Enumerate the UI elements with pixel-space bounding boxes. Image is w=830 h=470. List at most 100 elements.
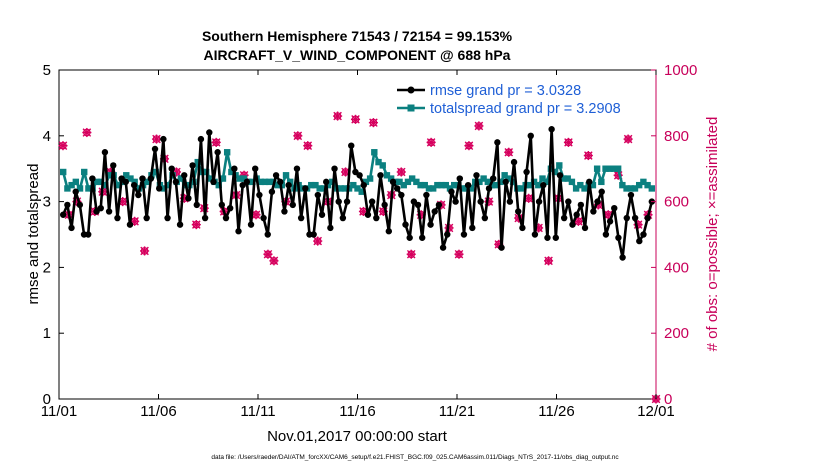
rmse-point: [594, 198, 601, 205]
totalspread-point: [316, 185, 323, 192]
totalspread-point: [350, 181, 357, 189]
rmse-point: [343, 198, 351, 205]
rmse-point: [272, 172, 280, 179]
totalspread-point: [341, 185, 349, 192]
obs-assimilated-marker: [368, 118, 378, 128]
rmse-point: [402, 221, 409, 228]
obs-assimilated-marker: [426, 137, 436, 147]
totalspread-point: [371, 149, 378, 156]
obs-assimilated-marker: [58, 141, 68, 151]
rmse-point: [210, 178, 217, 186]
rmse-point: [360, 181, 367, 189]
obs-assimilated-marker: [350, 114, 361, 124]
rmse-point: [243, 178, 251, 186]
obs-assimilated-marker: [563, 137, 573, 147]
totalspread-point: [60, 168, 67, 176]
obs-assimilated-marker: [406, 249, 416, 259]
x-axis-label: Nov.01,2017 00:00:00 start: [267, 428, 448, 445]
y-right-tick-label: 600: [664, 194, 689, 211]
totalspread-point: [72, 178, 80, 186]
totalspread-point: [329, 178, 336, 186]
y-right-tick-label: 1000: [664, 62, 697, 79]
legend-box: [392, 76, 654, 118]
totalspread-point: [400, 181, 407, 189]
rmse-point: [560, 214, 568, 222]
rmse-point: [364, 211, 372, 218]
obs-assimilated-marker: [396, 167, 406, 177]
rmse-point: [206, 129, 213, 136]
obs-assimilated-marker: [211, 137, 221, 147]
obs-assimilated-marker: [82, 127, 92, 138]
rmse-point: [552, 234, 560, 241]
y-axis-left-label: rmse and totalspread: [25, 164, 42, 305]
rmse-point: [277, 178, 284, 186]
rmse-point: [373, 214, 380, 222]
totalspread-point: [194, 158, 201, 166]
rmse-point: [535, 198, 543, 205]
totalspread-point: [627, 185, 634, 192]
legend-rmse-label: rmse grand pr = 3.0328: [430, 83, 581, 99]
totalspread-point: [493, 181, 500, 189]
rmse-point: [577, 201, 585, 209]
obs-assimilated-marker: [269, 256, 279, 266]
totalspread-point: [177, 175, 185, 182]
rmse-point: [356, 172, 363, 179]
rmse-point: [419, 234, 426, 241]
rmse-point: [335, 198, 342, 205]
x-tick-label: 11/26: [538, 403, 574, 420]
obs-assimilated-marker: [474, 121, 484, 131]
totalspread-point: [572, 185, 580, 192]
x-tick-label: 11/01: [41, 403, 77, 420]
rmse-point: [59, 211, 67, 218]
totalspread-point: [518, 185, 525, 192]
totalspread-point: [631, 185, 639, 192]
rmse-point: [168, 165, 175, 172]
rmse-point: [581, 224, 589, 232]
totalspread-point: [236, 175, 243, 182]
rmse-point: [627, 191, 635, 199]
totalspread-point: [442, 181, 449, 189]
totalspread-point: [228, 168, 235, 176]
x-tick-label: 11/11: [240, 403, 275, 420]
totalspread-point: [505, 175, 513, 182]
rmse-point: [515, 208, 522, 215]
totalspread-point: [484, 178, 492, 186]
rmse-point: [176, 221, 184, 228]
totalspread-point: [215, 181, 222, 189]
rmse-point: [235, 228, 242, 235]
rmse-point: [381, 201, 388, 209]
totalspread-point: [589, 181, 597, 189]
totalspread-point: [131, 178, 138, 186]
x-tick-label: 11/06: [140, 403, 176, 420]
rmse-point: [640, 231, 647, 238]
rmse-point: [155, 185, 163, 192]
rmse-point: [527, 132, 534, 139]
y-right-tick-label: 800: [664, 128, 689, 145]
rmse-point: [368, 198, 376, 205]
totalspread-point: [476, 178, 483, 186]
rmse-point: [297, 214, 305, 222]
totalspread-point: [249, 178, 256, 186]
rmse-point: [348, 142, 355, 149]
rmse-point: [85, 231, 92, 238]
rmse-point: [544, 234, 551, 241]
totalspread-point: [526, 181, 534, 189]
rmse-point: [172, 178, 180, 186]
rmse-point: [510, 158, 518, 166]
totalspread-point: [602, 165, 609, 172]
rmse-point: [256, 191, 263, 199]
rmse-point: [435, 201, 443, 209]
rmse-point: [611, 204, 618, 212]
totalspread-point: [408, 175, 416, 182]
totalspread-point: [358, 188, 365, 195]
totalspread-point: [539, 175, 546, 182]
rmse-point: [502, 178, 509, 186]
rmse-point: [110, 162, 117, 169]
totalspread-point: [308, 181, 315, 189]
totalspread-point: [610, 165, 618, 172]
totalspread-point: [644, 181, 651, 189]
rmse-point: [631, 214, 639, 222]
rmse-point: [494, 139, 501, 146]
totalspread-point: [165, 181, 172, 189]
rmse-point: [293, 165, 301, 172]
